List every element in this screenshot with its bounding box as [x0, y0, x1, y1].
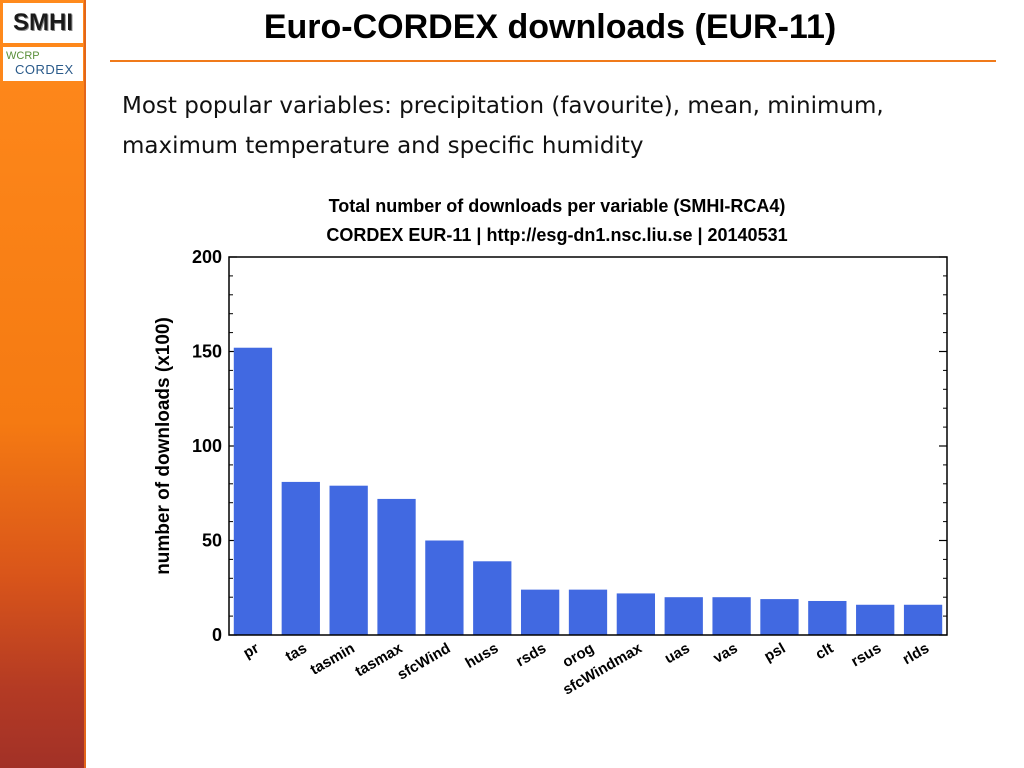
x-tick-label-pr: pr [240, 640, 262, 662]
y-tick-label: 200 [192, 247, 222, 267]
chart-subtitle: CORDEX EUR-11 | http://esg-dn1.nsc.liu.s… [326, 225, 787, 245]
bar-rsds [520, 589, 560, 635]
bar-vas [712, 597, 751, 635]
y-tick-label: 150 [192, 342, 222, 362]
x-tick-label-rsds: rsds [513, 640, 549, 671]
y-axis-label: number of downloads (x100) [153, 317, 174, 575]
bar-orog [568, 589, 608, 635]
bar-tasmin [329, 485, 368, 635]
bar-sfcWind [425, 540, 464, 635]
smhi-logo: SMHI [3, 3, 83, 43]
bar-rlds [903, 604, 943, 635]
x-tick-label-uas: uas [662, 640, 693, 668]
bar-pr [233, 347, 273, 635]
x-tick-label-tas: tas [283, 640, 310, 666]
title-underline [110, 60, 996, 62]
wcrp-logo-text: WCRP [6, 50, 40, 62]
cordex-logo: WCRP CORDEX [3, 47, 83, 81]
x-tick-label-clt: clt [813, 640, 837, 663]
y-tick-label: 100 [192, 436, 222, 456]
slide-text: Most popular variables: precipitation (f… [122, 93, 884, 159]
cordex-logo-text: CORDEX [15, 62, 74, 77]
x-tick-label-rsus: rsus [848, 640, 884, 671]
bar-clt [808, 600, 847, 635]
plot-frame [228, 256, 948, 636]
bar-psl [760, 599, 799, 635]
sidebar-band [0, 0, 86, 768]
x-tick-label-rlds: rlds [900, 640, 932, 668]
bar-tas [281, 481, 320, 635]
chart-title: Total number of downloads per variable (… [329, 196, 786, 216]
x-tick-label-sfcWind: sfcWind [394, 640, 453, 684]
x-tick-label-huss: huss [462, 640, 501, 672]
slide-title: Euro-CORDEX downloads (EUR-11) [263, 8, 837, 46]
x-tick-label-tasmin: tasmin [307, 640, 357, 679]
bar-tasmax [377, 498, 416, 635]
bar-uas [664, 597, 703, 635]
y-tick-label: 0 [212, 625, 222, 645]
bar-huss [473, 561, 512, 635]
x-tick-label-vas: vas [710, 640, 740, 667]
y-tick-label: 50 [202, 531, 222, 551]
sidebar-edge [84, 0, 86, 768]
bar-rsus [856, 604, 895, 635]
smhi-logo-text: SMHI [13, 9, 73, 36]
x-tick-label-psl: psl [761, 640, 788, 666]
bar-sfcWindmax [616, 593, 656, 635]
